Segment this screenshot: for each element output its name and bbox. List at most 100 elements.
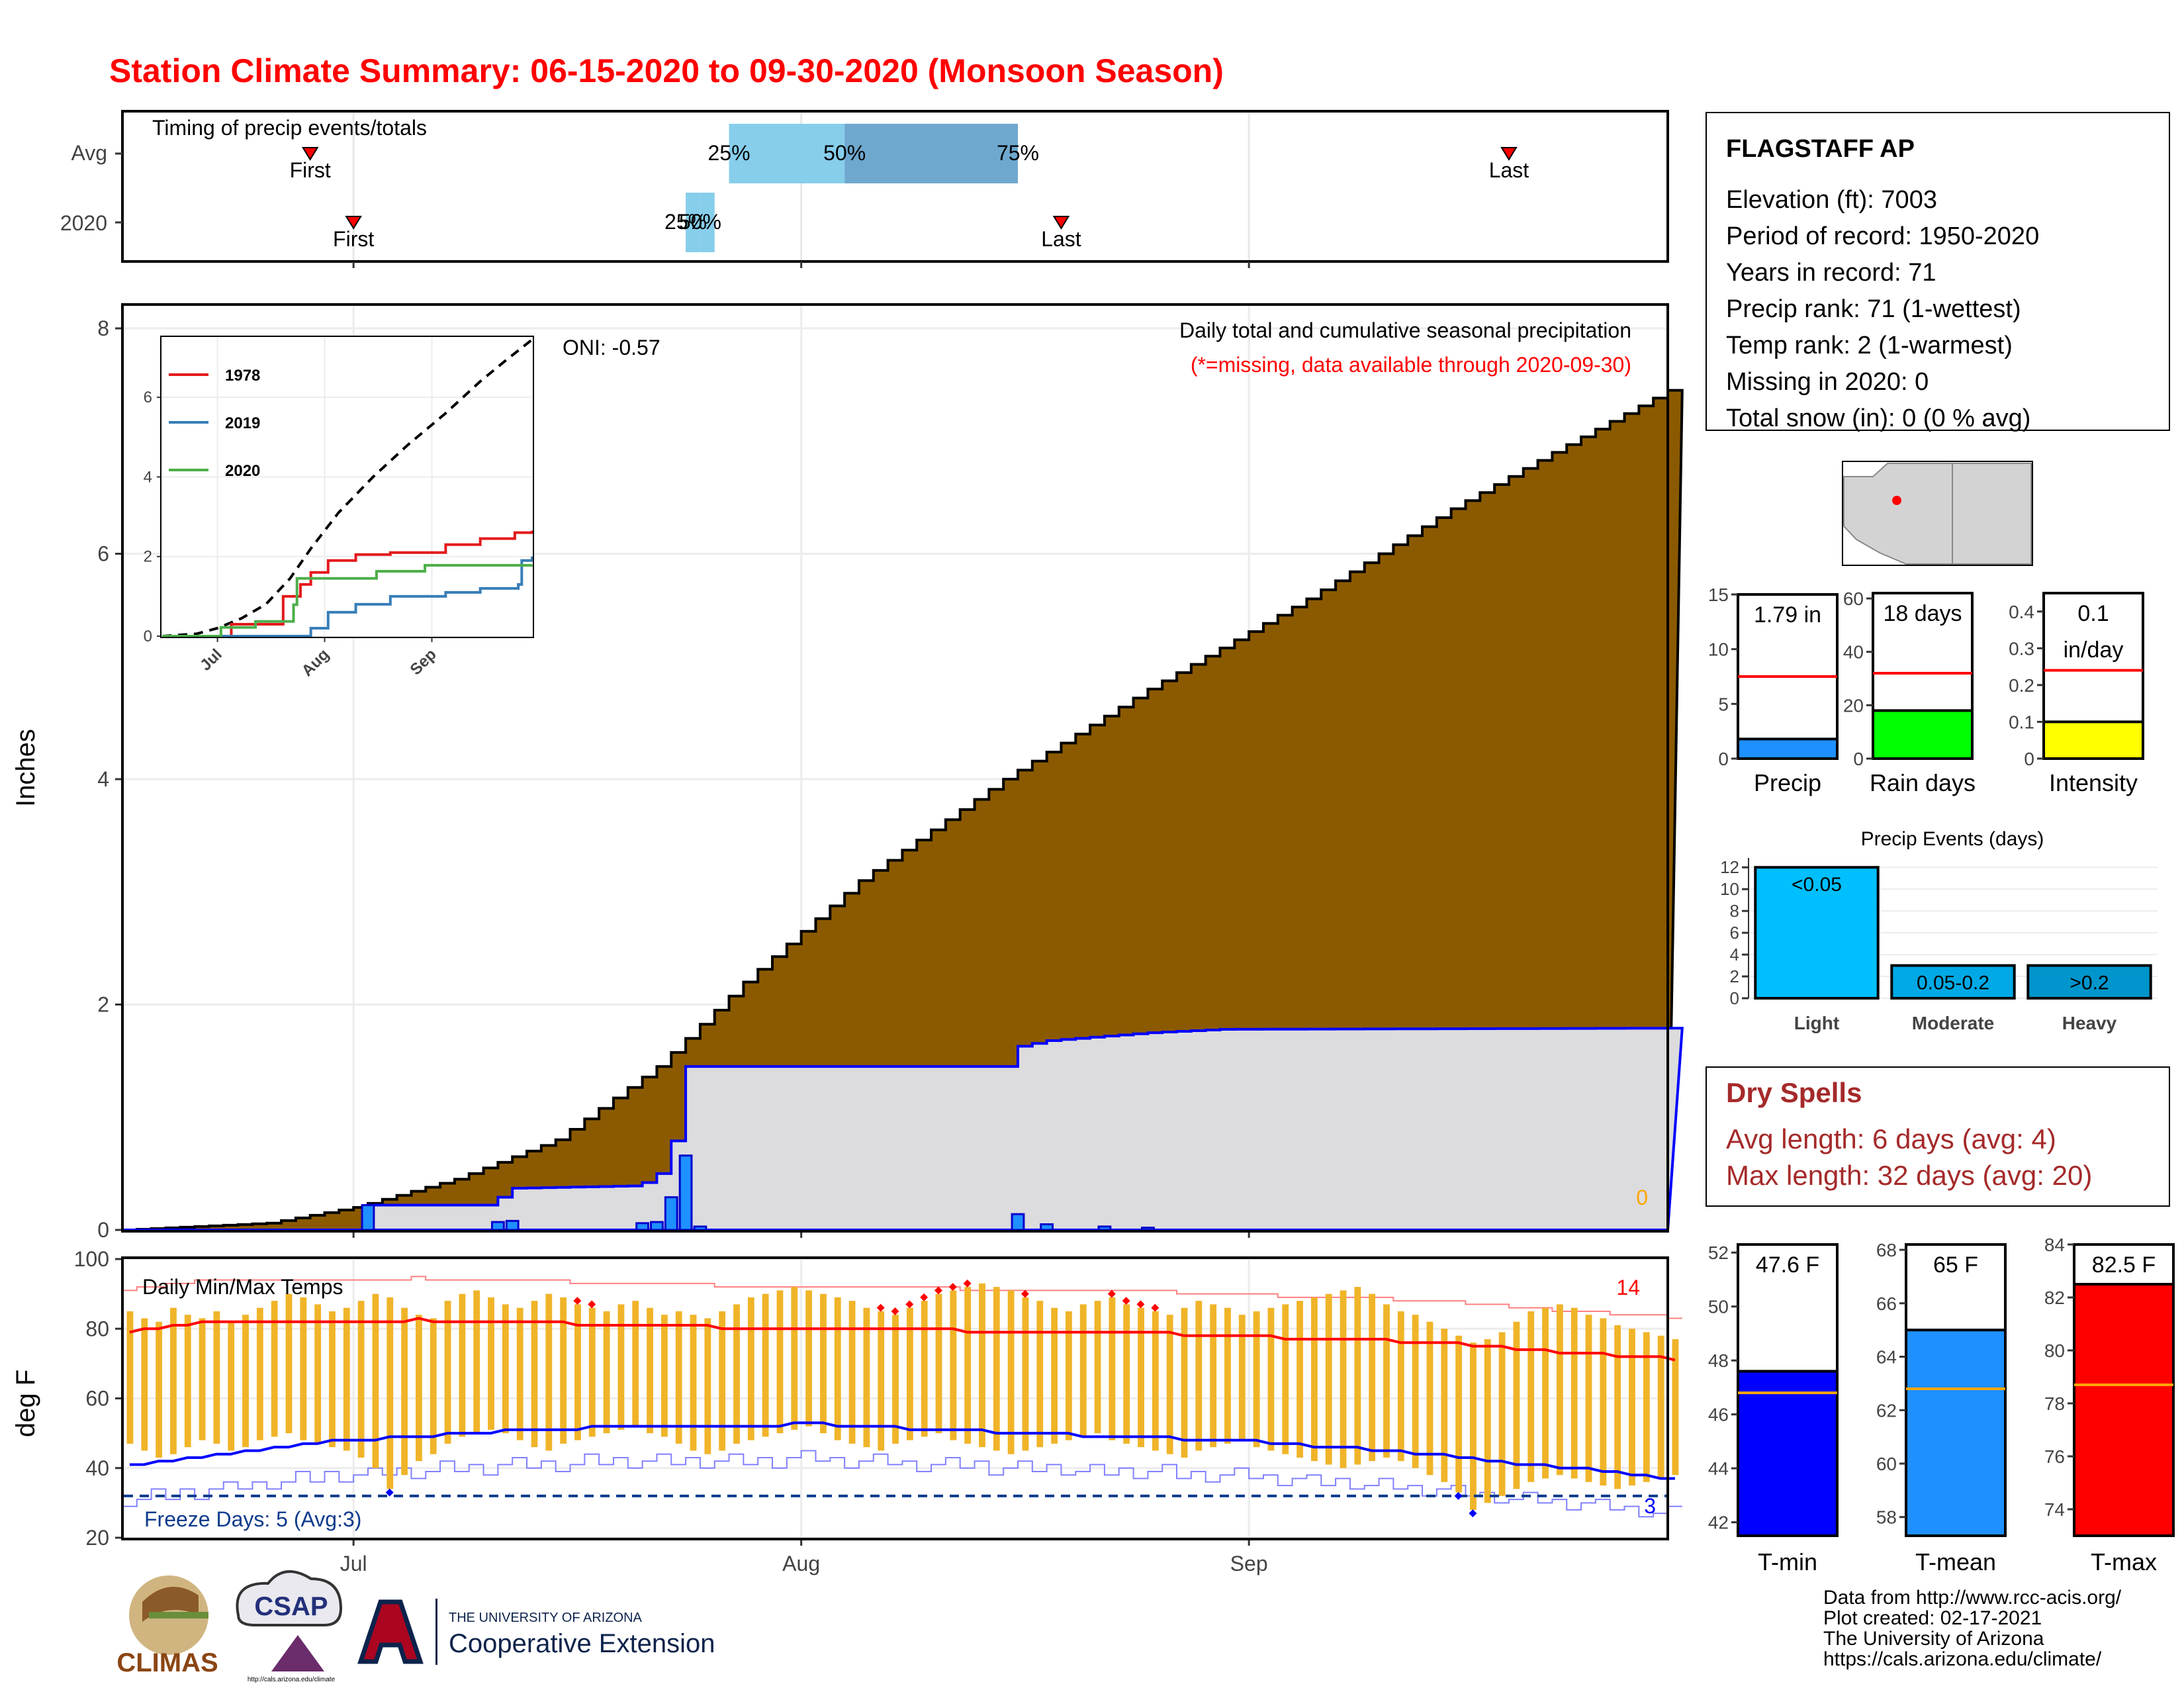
daily-temp-range-bar <box>747 1297 754 1440</box>
avg-max-line <box>129 1317 1676 1362</box>
precip-title: Daily total and cumulative seasonal prec… <box>1179 318 1631 342</box>
daily-precip-bar <box>490 1221 505 1231</box>
daily-temp-range-bar <box>574 1304 581 1440</box>
dry-spells-avg: Avg length: 6 days (avg: 4) <box>1726 1123 2056 1154</box>
daily-temp-range-bar <box>430 1318 437 1454</box>
legend-label-1978: 1978 <box>225 367 260 385</box>
daily-temp-range-bar <box>1282 1304 1289 1454</box>
daily-temp-range-bar <box>1498 1332 1506 1496</box>
daily-temp-range-bar <box>675 1311 682 1444</box>
station-name: FLAGSTAFF AP <box>1726 135 1915 163</box>
daily-temp-range-bar <box>1094 1301 1101 1434</box>
record-high-envelope <box>122 1276 1682 1319</box>
info-line-period: Period of record: 1950-2020 <box>1726 222 2039 250</box>
last-label: Last <box>1041 227 1081 251</box>
y-tick-label: 12 <box>1720 857 1739 877</box>
avg-min-line <box>129 1421 1675 1480</box>
y-tick-label: 5 <box>1718 694 1729 714</box>
daily-temp-range-bar <box>1181 1307 1188 1458</box>
y-tick-label: 6 <box>144 389 152 406</box>
value-label-T-mean: 65 F <box>1933 1252 1978 1278</box>
daily-temp-range-bar <box>660 1315 668 1437</box>
daily-temp-range-bar <box>733 1304 740 1444</box>
record-high-marker <box>588 1300 596 1309</box>
credit-line: https://cals.arizona.edu/climate/ <box>1823 1648 2102 1670</box>
daily-temp-range-bar <box>1629 1329 1635 1486</box>
record-low-marker <box>1469 1509 1477 1518</box>
daily-temp-range-bar <box>1426 1321 1433 1476</box>
daily-temp-range-bar <box>921 1301 928 1437</box>
record-high-marker <box>1021 1289 1029 1298</box>
inset-series-2019 <box>162 556 533 637</box>
record-high-marker <box>891 1307 899 1315</box>
record-high-count: 14 <box>1616 1276 1640 1299</box>
last-label: Last <box>1489 158 1529 182</box>
y-tick-label: 80 <box>2044 1340 2065 1361</box>
daily-temp-range-bar <box>1672 1339 1679 1476</box>
y-tick-label: 40 <box>85 1456 109 1480</box>
daily-temp-range-bar <box>545 1293 553 1451</box>
daily-temp-range-bar <box>993 1287 1000 1451</box>
y-tick-label: 40 <box>1843 642 1864 663</box>
value-label-Rain days: 18 days <box>1883 601 1962 626</box>
y-tick-label: 0 <box>1718 749 1729 769</box>
first-marker <box>301 147 319 161</box>
credit-line: Data from http://www.rcc-acis.org/ <box>1823 1587 2122 1609</box>
university-of-arizona-logo: THE UNIVERSITY OF ARIZONA Cooperative Ex… <box>357 1599 715 1665</box>
daily-temp-range-bar <box>1253 1311 1260 1448</box>
daily-temp-range-bar <box>935 1293 942 1434</box>
daily-temp-range-bar <box>1643 1332 1650 1482</box>
daily-temp-range-bar <box>1484 1339 1491 1503</box>
location-map <box>1842 461 2033 566</box>
quartile-bar-low <box>686 193 700 252</box>
info-line-temp-rank: Temp rank: 2 (1-warmest) <box>1726 332 2013 359</box>
legend-label-2019: 2019 <box>225 414 260 432</box>
daily-temp-range-bar <box>1470 1342 1477 1510</box>
daily-temp-range-bar <box>1412 1315 1419 1468</box>
daily-temp-range-bar <box>762 1293 769 1437</box>
daily-temp-range-bar <box>343 1307 350 1451</box>
daily-precip-bar <box>1097 1225 1112 1231</box>
y-tick-label: 78 <box>2044 1393 2065 1414</box>
record-high-marker <box>1151 1303 1160 1312</box>
info-line-years: Years in record: 71 <box>1726 259 1936 287</box>
first-label: First <box>333 227 374 251</box>
csap-logo: CSAP http://cals.arizona.edu/climate <box>236 1570 343 1683</box>
y-tick-label: 0 <box>2024 749 2034 769</box>
daily-temp-range-bar <box>1383 1304 1390 1458</box>
daily-precip-bar <box>693 1225 707 1231</box>
y-tick-label: 10 <box>1720 879 1739 899</box>
daily-precip-bar <box>1011 1213 1025 1231</box>
y-tick-label: 6 <box>1730 923 1739 943</box>
record-high-marker <box>1122 1297 1130 1305</box>
daily-temp-range-bar <box>834 1297 841 1440</box>
daily-temp-range-bar <box>1325 1293 1332 1465</box>
daily-temp-range-bar <box>1152 1311 1159 1451</box>
daily-temp-range-bar <box>848 1301 856 1444</box>
p25-label: 25% <box>664 210 707 234</box>
daily-temp-range-bar <box>617 1304 625 1430</box>
ua-line2: Cooperative Extension <box>449 1629 715 1658</box>
inset-series-2020 <box>162 563 533 637</box>
event-bar-Moderate <box>1890 964 2016 1000</box>
value-label-T-max: 82.5 F <box>2092 1252 2156 1278</box>
record-high-marker <box>905 1300 914 1309</box>
record-high-marker <box>948 1283 957 1291</box>
y-tick-label: 100 <box>74 1247 109 1271</box>
y-tick-label: 60 <box>85 1387 109 1411</box>
new-mexico-shape <box>1952 463 2032 565</box>
daily-temp-range-bar <box>1138 1307 1144 1448</box>
info-line-precip-rank: Precip rank: 71 (1-wettest) <box>1726 295 2021 323</box>
daily-temp-range-bar <box>387 1297 394 1489</box>
daily-temp-range-bar <box>1310 1297 1318 1462</box>
y-tick-label: 74 <box>2044 1499 2065 1520</box>
value-label-Precip: 1.79 in <box>1754 602 1821 628</box>
daily-temp-range-bar <box>1369 1293 1376 1462</box>
daily-temp-range-bar <box>560 1297 567 1444</box>
ua-line1: THE UNIVERSITY OF ARIZONA <box>449 1611 643 1625</box>
y-tick-label: 2 <box>97 993 109 1017</box>
info-line-snow: Total snow (in): 0 (0 % avg) <box>1726 404 2030 432</box>
panel-frame <box>121 303 1669 1233</box>
